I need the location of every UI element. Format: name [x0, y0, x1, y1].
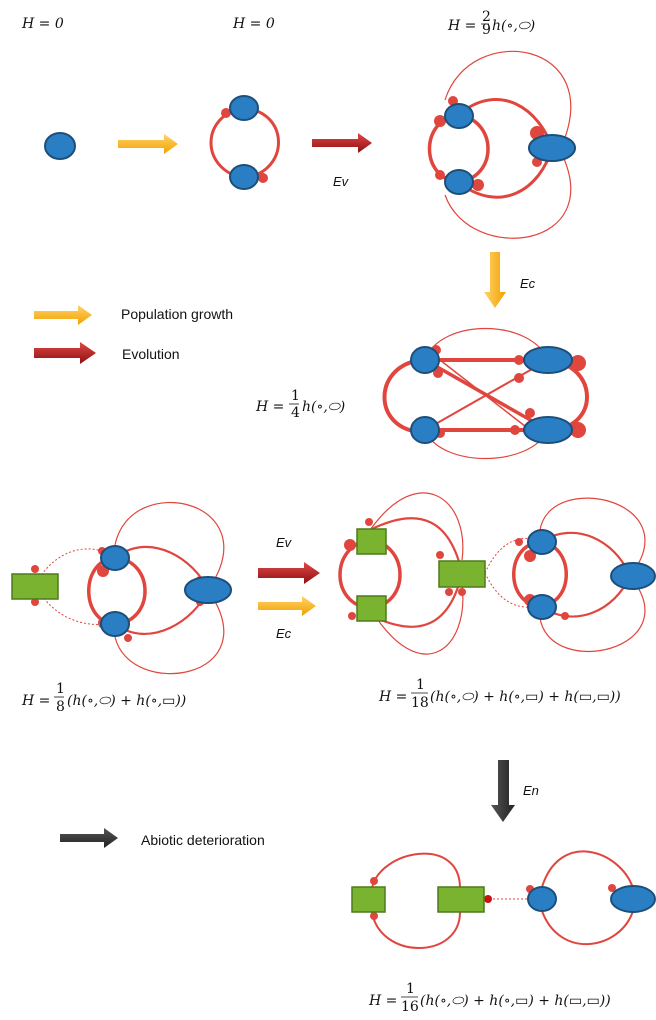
legend-evolution-arrow [34, 342, 96, 364]
population-growth-arrow-top [118, 134, 178, 154]
svg-text:h(∘,⬭): h(∘,⬭) [492, 18, 535, 34]
svg-text:16: 16 [401, 999, 419, 1015]
three-organism-network [427, 50, 576, 239]
svg-text:9: 9 [482, 22, 491, 38]
tag-ev-top: Ev [333, 174, 350, 189]
population-growth-arrow-down [484, 252, 506, 308]
svg-text:18: 18 [411, 695, 429, 711]
tag-en: En [523, 783, 539, 798]
svg-text:h(∘,⬭): h(∘,⬭) [302, 399, 345, 415]
svg-text:(h(∘,⬭) + h(∘,▭) + h(▭,▭)): (h(∘,⬭) + h(∘,▭) + h(▭,▭)) [420, 993, 611, 1009]
formula-one-eighth: H = 1 8 (h(∘,⬭) + h(∘,▭)) [21, 681, 186, 715]
legend-growth-arrow [34, 305, 92, 325]
svg-text:(h(∘,⬭) + h(∘,▭) + h(▭,▭)): (h(∘,⬭) + h(∘,▭) + h(▭,▭)) [430, 689, 621, 705]
four-organism-network [382, 327, 589, 460]
abiotic-arrow-down [491, 760, 515, 822]
evolution-arrow-top [312, 133, 372, 153]
population-growth-arrow-mid [258, 596, 316, 616]
formula-h0-b: H = 0 [232, 16, 275, 32]
svg-text:1: 1 [416, 677, 425, 693]
svg-text:H =: H = [447, 18, 476, 34]
svg-text:1: 1 [406, 981, 415, 997]
formula-two-ninths: H = 2 9 h(∘,⬭) [447, 9, 535, 38]
svg-text:8: 8 [56, 699, 65, 715]
formula-one-quarter: H = 1 4 h(∘,⬭) [255, 388, 345, 421]
tag-ec-mid: Ec [276, 626, 292, 641]
svg-text:H =: H = [368, 993, 397, 1009]
svg-text:1: 1 [291, 388, 300, 404]
formula-h0-a: H = 0 [21, 16, 64, 32]
legend-growth-label: Population growth [121, 306, 233, 322]
single-organism [44, 132, 76, 160]
svg-text:2: 2 [482, 9, 491, 25]
tag-ev-mid: Ev [276, 535, 293, 550]
producer-consumer-network-left [11, 502, 232, 675]
evolution-arrow-mid [258, 562, 320, 584]
svg-text:1: 1 [56, 681, 65, 697]
svg-text:H =: H = [378, 689, 407, 705]
svg-text:(h(∘,⬭) + h(∘,▭)): (h(∘,⬭) + h(∘,▭)) [67, 693, 186, 709]
svg-text:H =: H = [255, 399, 284, 415]
legend-abiotic-label: Abiotic deterioration [141, 832, 265, 848]
two-organism-network [209, 95, 280, 190]
legend-evolution-label: Evolution [122, 346, 180, 362]
svg-text:4: 4 [291, 405, 300, 421]
legend-abiotic-arrow [60, 828, 118, 848]
formula-one-sixteenth: H = 1 16 (h(∘,⬭) + h(∘,▭) + h(▭,▭)) [368, 981, 611, 1015]
tag-ec-right: Ec [520, 276, 536, 291]
producer-consumer-network-right [338, 492, 656, 655]
degraded-network [351, 850, 656, 949]
svg-text:H =: H = [21, 693, 50, 709]
formula-one-eighteenth: H = 1 18 (h(∘,⬭) + h(∘,▭) + h(▭,▭)) [378, 677, 621, 711]
